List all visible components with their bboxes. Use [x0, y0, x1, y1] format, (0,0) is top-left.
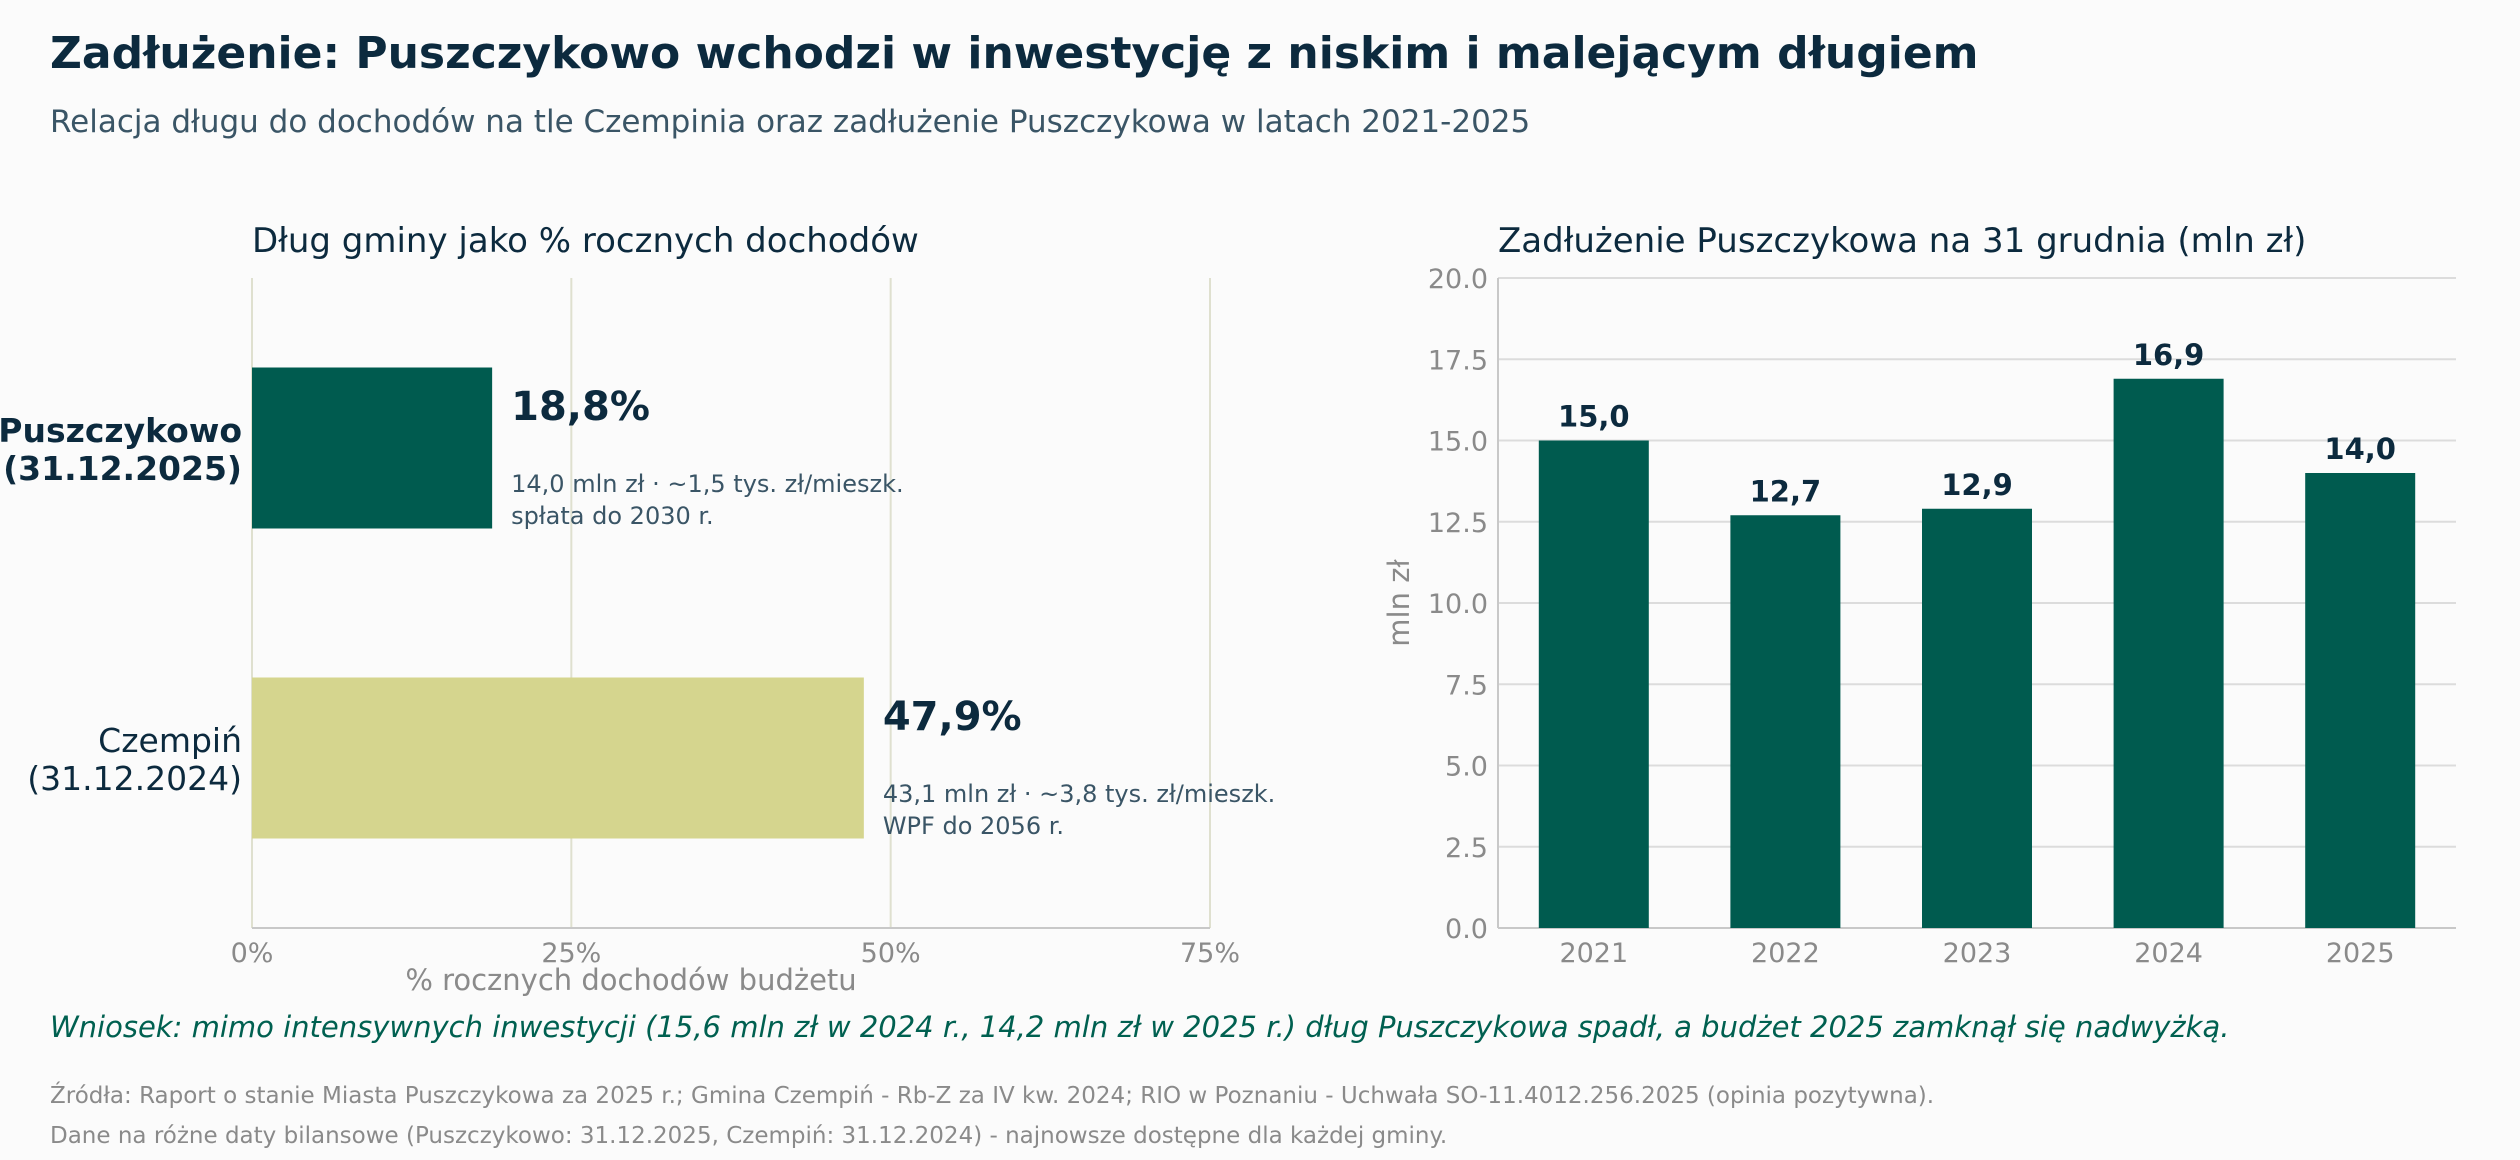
chart2-y-tick-label: 10.0 — [1428, 589, 1488, 620]
page-title: Zadłużenie: Puszczykowo wchodzi w inwest… — [50, 28, 1979, 79]
chart2-y-tick-label: 7.5 — [1445, 670, 1488, 701]
chart2-bar — [2305, 473, 2416, 928]
chart2-bar — [2113, 378, 2224, 928]
chart1-x-axis-label: % rocznych dochodów budżetu — [405, 963, 856, 997]
chart1-category-label: (31.12.2025) — [3, 449, 242, 488]
chart2-bar — [1922, 508, 2032, 928]
chart1-category-label: (31.12.2024) — [27, 759, 242, 798]
conclusion-text: Wniosek: mimo intensywnych inwestycji (1… — [50, 1010, 2230, 1044]
chart2-y-tick-label: 5.0 — [1445, 752, 1488, 783]
chart2-x-tick-label: 2022 — [1751, 938, 1820, 969]
chart2-x-tick-label: 2024 — [2134, 938, 2203, 969]
chart1-x-tick-label: 25% — [541, 938, 601, 969]
chart2-x-tick-label: 2023 — [1943, 938, 2012, 969]
chart1-bar — [252, 677, 864, 839]
chart1-category-label: Czempiń — [98, 721, 242, 760]
chart1-value-label: 47,9% — [883, 694, 1022, 740]
chart2-y-tick-label: 17.5 — [1428, 345, 1488, 376]
chart1-note-line1: 43,1 mln zł · ~3,8 tys. zł/mieszk. — [883, 780, 1275, 808]
chart2-title: Zadłużenie Puszczykowa na 31 grudnia (ml… — [1498, 221, 2306, 261]
chart2-value-label: 12,9 — [1941, 468, 2013, 502]
chart1-value-label: 18,8% — [511, 384, 650, 430]
charts-canvas: Dług gminy jako % rocznych dochodów 0% 25%… — [0, 221, 2456, 997]
chart2-y-tick-label: 0.0 — [1445, 914, 1488, 945]
chart2-y-tick-label: 15.0 — [1428, 427, 1488, 458]
chart2-value-label: 15,0 — [1558, 400, 1630, 434]
chart1-note-line2: spłata do 2030 r. — [511, 502, 714, 530]
chart2-value-label: 12,7 — [1750, 474, 1822, 508]
chart2-value-label: 14,0 — [2324, 432, 2396, 466]
chart2-y-tick-label: 20.0 — [1428, 264, 1488, 295]
chart2-y-tick-label: 12.5 — [1428, 508, 1488, 539]
chart1-x-tick-label: 75% — [1180, 938, 1240, 969]
page-subtitle: Relacja długu do dochodów na tle Czempin… — [50, 104, 1531, 140]
chart1-x-tick-label: 0% — [231, 938, 274, 969]
chart2-x-tick-label: 2025 — [2326, 938, 2395, 969]
chart1-bar — [252, 367, 493, 529]
chart1-x-tick-label: 50% — [861, 938, 921, 969]
chart1-title: Dług gminy jako % rocznych dochodów — [252, 221, 919, 261]
chart2-bar — [1730, 515, 1841, 928]
chart1-note-line2: WPF do 2056 r. — [883, 812, 1064, 840]
chart2-bar — [1538, 440, 1649, 928]
chart2-y-tick-label: 2.5 — [1445, 833, 1488, 864]
chart2-value-label: 16,9 — [2133, 338, 2205, 372]
source-note-2: Dane na różne daty bilansowe (Puszczykow… — [50, 1123, 1448, 1149]
chart2-y-axis-label: mln zł — [1382, 559, 1416, 647]
chart1-note-line1: 14,0 mln zł · ~1,5 tys. zł/mieszk. — [511, 470, 903, 498]
source-note-1: Źródła: Raport o stanie Miasta Puszczyko… — [50, 1083, 1935, 1109]
chart2-x-tick-label: 2021 — [1559, 938, 1628, 969]
chart1-category-label: Puszczykowo — [0, 411, 242, 450]
